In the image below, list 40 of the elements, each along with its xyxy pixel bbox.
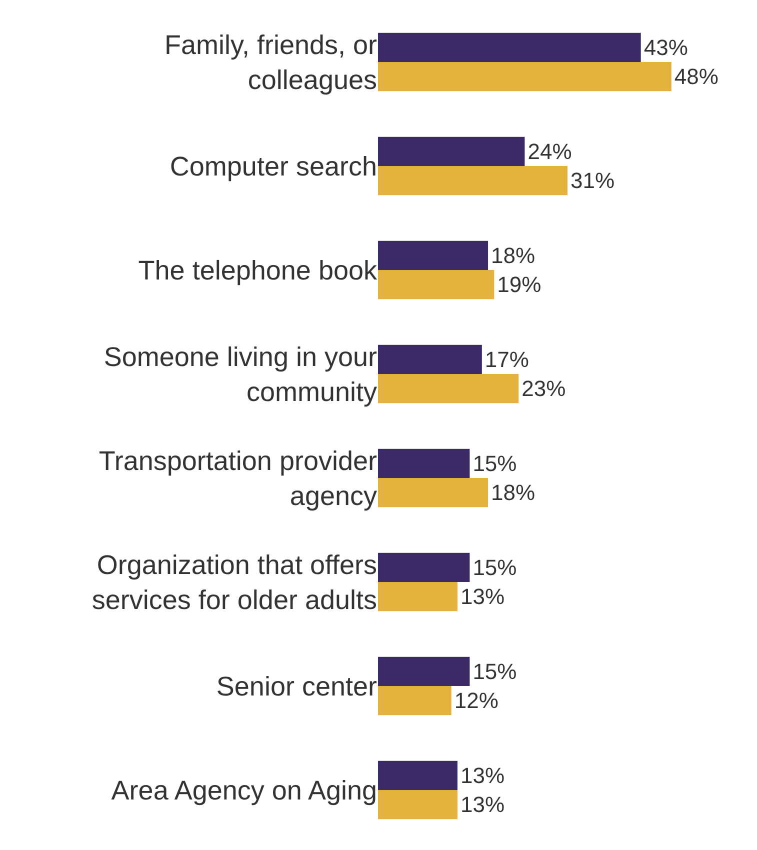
bar — [378, 686, 452, 716]
bar — [378, 344, 482, 374]
y-tick-label: Transportation provider agency — [98, 446, 378, 511]
data-label: 15% — [472, 658, 517, 684]
data-label: 18% — [491, 242, 536, 268]
bar — [378, 166, 568, 196]
y-tick-label: The telephone book — [138, 255, 378, 286]
bar — [378, 270, 494, 300]
bar — [378, 32, 641, 62]
y-tick-label: Area Agency on Aging — [111, 775, 377, 806]
data-label: 19% — [497, 272, 542, 298]
data-label: 13% — [460, 584, 505, 610]
data-label: 13% — [460, 792, 505, 818]
y-tick-label: Organization that offers services for older adults — [92, 550, 377, 615]
data-label: 12% — [454, 688, 498, 714]
bar — [378, 240, 488, 270]
y-tick-label: Computer search — [170, 151, 377, 182]
data-label: 24% — [528, 138, 572, 164]
bar — [378, 136, 525, 166]
bar — [378, 448, 470, 478]
data-label: 15% — [472, 554, 517, 580]
bar — [378, 478, 488, 508]
data-label: 31% — [570, 168, 615, 194]
bar — [378, 790, 458, 820]
data-label: 48% — [674, 64, 718, 90]
y-tick-label: Senior center — [216, 671, 378, 702]
bar — [378, 552, 470, 582]
data-label: 17% — [484, 346, 529, 372]
data-label: 15% — [472, 450, 517, 476]
bar — [378, 582, 458, 612]
bar — [378, 760, 458, 790]
bar — [378, 62, 672, 92]
y-tick-label: Family, friends, or colleagues — [164, 30, 378, 95]
bar — [378, 656, 470, 686]
data-label: 18% — [491, 480, 536, 506]
bar — [378, 374, 519, 404]
y-tick-label: Someone living in your community — [104, 342, 378, 407]
data-label: 13% — [460, 762, 505, 788]
data-label: 43% — [644, 34, 688, 60]
data-label: 23% — [522, 376, 566, 402]
